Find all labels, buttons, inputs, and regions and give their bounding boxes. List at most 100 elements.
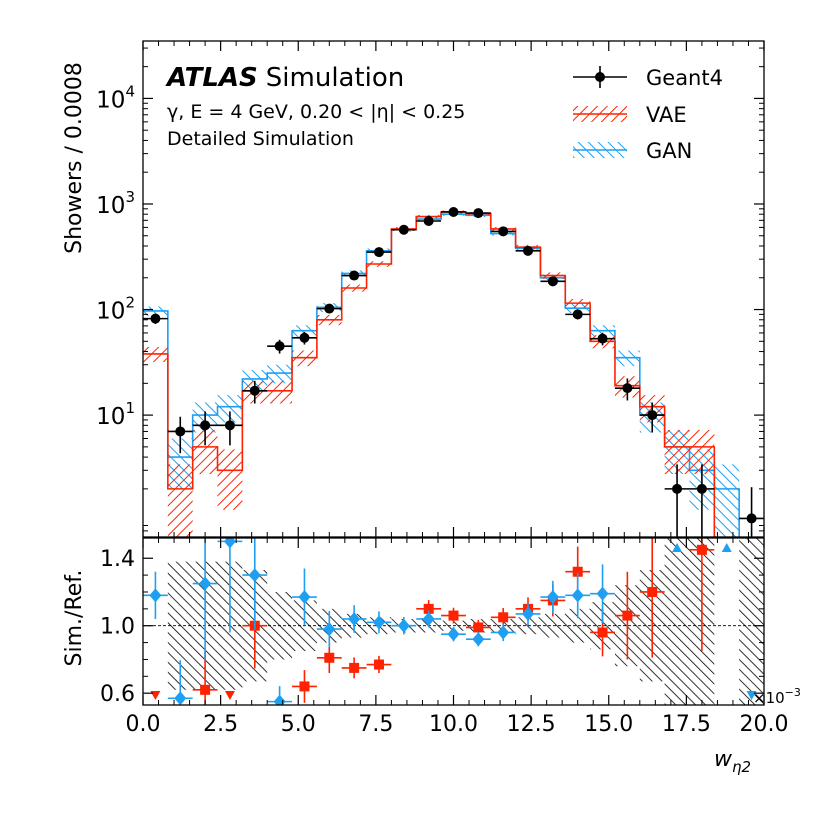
geant4-point xyxy=(167,416,193,454)
ratio-axis-ticks: 0.6 1.0 1.4 xyxy=(100,547,764,707)
geant4-point xyxy=(366,247,392,258)
gan-ratio-point xyxy=(143,571,168,620)
geant4-marker xyxy=(597,333,608,344)
geant4-point xyxy=(639,402,665,433)
geant4-marker xyxy=(200,420,211,431)
gan-ratio-marker xyxy=(422,611,435,626)
gan-ratio-point xyxy=(192,538,218,660)
gan-ratio-marker xyxy=(174,691,187,705)
geant4-point xyxy=(292,331,317,345)
vae-ratio-marker xyxy=(299,681,310,692)
gan-ratio-marker xyxy=(522,606,535,621)
gan-ratio-point xyxy=(565,572,591,619)
y-axis-label: Showers / 0.0008 xyxy=(62,62,87,254)
y-tick-label: 102 xyxy=(96,294,135,325)
vae-ratio-point xyxy=(192,651,218,705)
x-tick-label: 2.5 xyxy=(203,712,238,737)
vae-ratio-point xyxy=(341,657,367,679)
geant4-marker xyxy=(249,385,260,396)
annotation-condition: γ, E = 4 GeV, 0.20 < |η| < 0.25 xyxy=(167,101,465,123)
vae-ratio-marker xyxy=(473,622,484,633)
geant4-point xyxy=(441,206,466,217)
legend-gan: GAN xyxy=(573,139,692,163)
x-axis-label-subscript: η2 xyxy=(732,758,751,776)
vae-ratio-marker xyxy=(448,610,459,621)
vae-ratio-marker xyxy=(597,627,608,638)
geant4-marker xyxy=(746,513,757,524)
gan-ratio-point xyxy=(217,538,243,633)
main-panel: 101 102 103 104 xyxy=(96,47,764,537)
vae-ratio-marker xyxy=(647,586,658,597)
vae-ratio-point xyxy=(316,642,342,673)
x-tick-label: 12.5 xyxy=(507,712,556,737)
geant4-point xyxy=(267,339,293,354)
geant4-point xyxy=(143,313,168,325)
geant4-point xyxy=(540,276,566,287)
geant4-point xyxy=(490,226,516,237)
gan-ratio-marker xyxy=(497,625,510,640)
vae-uncertainty-band xyxy=(167,464,193,537)
geant4-point xyxy=(341,270,367,281)
y-tick-label: 104 xyxy=(96,82,135,113)
vae-ratio-point xyxy=(689,538,715,652)
gan-ratio-marker xyxy=(546,590,559,605)
vae-out-of-range-arrow xyxy=(224,691,235,700)
geant4-point xyxy=(316,303,342,314)
ratio-band-segment xyxy=(739,538,764,705)
geant4-marker xyxy=(324,303,335,314)
geant4-marker xyxy=(523,245,534,256)
ratio-gan xyxy=(143,538,757,705)
geant4-marker xyxy=(398,224,409,235)
gan-ratio-marker xyxy=(149,588,162,603)
geant4-marker xyxy=(373,247,384,258)
gan-ratio-marker xyxy=(447,627,460,642)
gan-ratio-point xyxy=(292,568,317,626)
y-tick-label: 101 xyxy=(96,399,135,430)
gan-ratio-marker xyxy=(397,618,410,633)
ratio-band-segment xyxy=(664,538,690,705)
annotation-simulation: Detailed Simulation xyxy=(167,128,354,150)
gan-ratio-marker xyxy=(372,615,385,630)
geant4-point xyxy=(391,224,417,235)
x-axis-exponent: ×10−3 xyxy=(753,686,801,707)
gan-ratio-marker xyxy=(298,590,311,605)
legend-label-vae: VAE xyxy=(646,103,687,127)
gan-uncertainty-band xyxy=(714,464,740,537)
geant4-marker xyxy=(224,420,235,431)
gan-ratio-marker xyxy=(348,611,361,626)
geant4-point xyxy=(590,332,615,346)
geant4-point xyxy=(664,464,690,537)
vae-ratio-point xyxy=(490,608,516,627)
vae-ratio-point xyxy=(639,538,665,658)
main-plot-area xyxy=(143,206,764,537)
geant4-marker xyxy=(647,410,658,421)
x-tick-label: 0.0 xyxy=(126,712,161,737)
geant4-marker xyxy=(299,332,310,343)
ratio-tick-label: 1.0 xyxy=(100,615,135,640)
gan-ratio-marker xyxy=(248,568,261,583)
gan-out-of-range-arrow xyxy=(672,543,683,552)
gan-uncertainty-band xyxy=(267,364,293,384)
gan-ratio-marker xyxy=(596,586,609,601)
geant4-marker xyxy=(696,483,707,494)
gan-ratio-point xyxy=(366,611,392,634)
x-tick-label: 10.0 xyxy=(429,712,478,737)
geant4-marker xyxy=(672,483,683,494)
gan-ratio-point xyxy=(515,602,541,626)
geant4-marker xyxy=(150,313,161,324)
gan-ratio-marker xyxy=(273,694,286,705)
ratio-panel: 0.6 1.0 1.4 xyxy=(100,538,764,707)
title-suffix: Simulation xyxy=(266,63,405,93)
x-axis-label: wη2 xyxy=(714,747,751,776)
geant4-marker xyxy=(498,226,509,237)
gan-ratio-point xyxy=(465,632,491,647)
ratio-axis-label: Sim./Ref. xyxy=(62,570,87,667)
geant4-point xyxy=(739,487,764,537)
gan-ratio-point xyxy=(416,610,442,628)
geant4-marker xyxy=(572,309,583,320)
vae-ratio-point xyxy=(441,607,466,624)
geant4-point xyxy=(565,309,591,320)
gan-ratio-point xyxy=(341,605,367,633)
ratio-plot-area xyxy=(143,538,764,705)
